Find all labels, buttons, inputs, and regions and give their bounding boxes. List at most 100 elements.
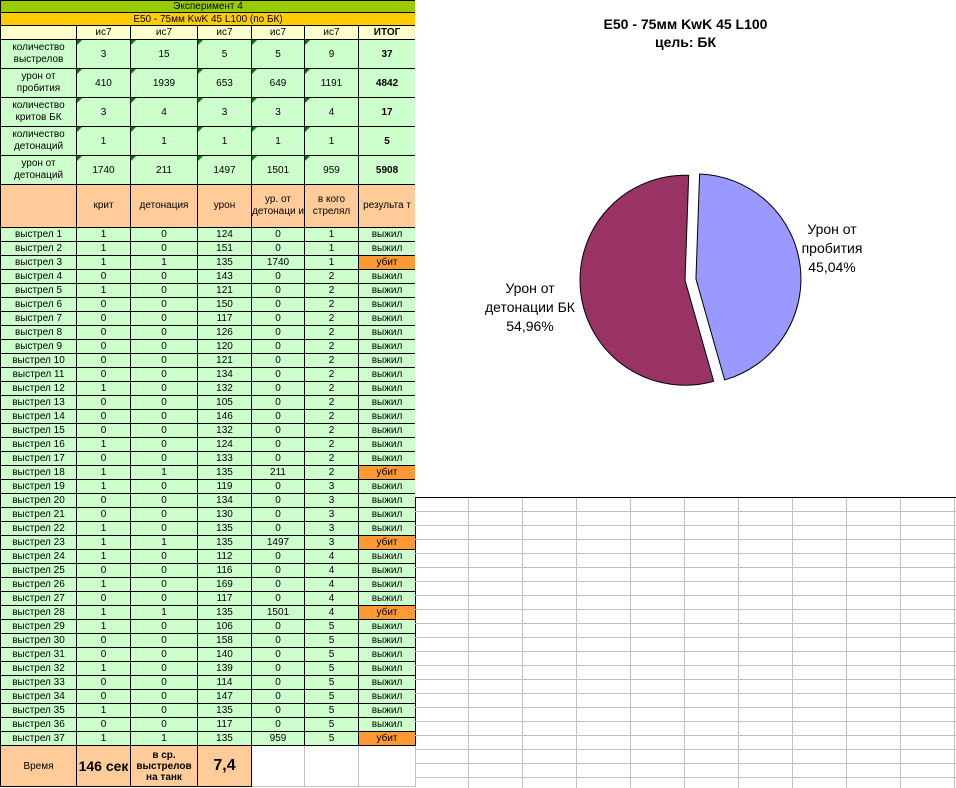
shot-det-cell[interactable]: 0 (130, 311, 198, 326)
summary-value-cell[interactable]: 1 (76, 126, 131, 156)
shot-krit-cell[interactable]: 1 (76, 577, 131, 592)
shot-result-cell[interactable]: выжил (357, 703, 417, 718)
shot-krit-cell[interactable]: 1 (76, 227, 131, 242)
shot-result-cell[interactable]: выжил (357, 717, 417, 732)
shot-krit-cell[interactable]: 0 (76, 563, 131, 578)
shot-detdmg-cell[interactable]: 959 (251, 731, 305, 746)
shot-krit-cell[interactable]: 0 (76, 367, 131, 382)
shot-name-cell[interactable]: выстрел 7 (0, 311, 77, 326)
shot-name-cell[interactable]: выстрел 1 (0, 227, 77, 242)
shot-dmg-cell[interactable]: 126 (197, 325, 252, 340)
shot-dmg-cell[interactable]: 133 (197, 451, 252, 466)
time-label-cell[interactable]: Время (0, 745, 77, 787)
shot-target-cell[interactable]: 5 (304, 731, 359, 746)
summary-value-cell[interactable]: 649 (251, 68, 305, 98)
shot-dmg-cell[interactable]: 140 (197, 647, 252, 662)
shot-name-cell[interactable]: выстрел 17 (0, 451, 77, 466)
shot-dmg-cell[interactable]: 146 (197, 409, 252, 424)
shot-column-header[interactable]: ур. от детонаци и (251, 184, 305, 228)
shot-detdmg-cell[interactable]: 1497 (251, 535, 305, 550)
shot-column-header[interactable]: урон (197, 184, 252, 228)
shot-detdmg-cell[interactable]: 1740 (251, 255, 305, 270)
shot-detdmg-cell[interactable]: 0 (251, 381, 305, 396)
shot-detdmg-cell[interactable]: 0 (251, 591, 305, 606)
shot-result-cell[interactable]: выжил (357, 437, 417, 452)
shot-krit-cell[interactable]: 1 (76, 535, 131, 550)
shot-detdmg-cell[interactable]: 0 (251, 409, 305, 424)
shot-target-cell[interactable]: 4 (304, 563, 359, 578)
shot-column-header[interactable]: в кого стрелял (304, 184, 359, 228)
sheet-title[interactable]: Эксперимент 4 (0, 0, 417, 13)
shot-result-cell[interactable]: убит (357, 255, 417, 270)
shot-det-cell[interactable]: 0 (130, 549, 198, 564)
shot-result-cell[interactable]: выжил (357, 339, 417, 354)
shot-name-cell[interactable]: выстрел 9 (0, 339, 77, 354)
shot-result-cell[interactable]: выжил (357, 311, 417, 326)
summary-value-cell[interactable]: 1 (197, 126, 252, 156)
shot-name-cell[interactable]: выстрел 27 (0, 591, 77, 606)
shot-detdmg-cell[interactable]: 0 (251, 437, 305, 452)
shot-dmg-cell[interactable]: 112 (197, 549, 252, 564)
shot-detdmg-cell[interactable]: 0 (251, 521, 305, 536)
shot-dmg-cell[interactable]: 114 (197, 675, 252, 690)
shot-dmg-cell[interactable]: 135 (197, 465, 252, 480)
shot-krit-cell[interactable]: 1 (76, 661, 131, 676)
summary-value-cell[interactable]: 4 (304, 97, 359, 127)
shot-krit-cell[interactable]: 0 (76, 507, 131, 522)
shot-det-cell[interactable]: 0 (130, 507, 198, 522)
shot-detdmg-cell[interactable]: 0 (251, 549, 305, 564)
summary-value-cell[interactable]: 5 (251, 39, 305, 69)
shot-detdmg-cell[interactable]: 0 (251, 619, 305, 634)
shot-target-cell[interactable]: 2 (304, 325, 359, 340)
shot-dmg-cell[interactable]: 132 (197, 381, 252, 396)
shot-det-cell[interactable]: 0 (130, 479, 198, 494)
shot-det-cell[interactable]: 0 (130, 353, 198, 368)
shot-det-cell[interactable]: 0 (130, 591, 198, 606)
empty-header-cell[interactable] (0, 184, 77, 228)
shot-det-cell[interactable]: 0 (130, 661, 198, 676)
summary-value-cell[interactable]: 1939 (130, 68, 198, 98)
shot-detdmg-cell[interactable]: 0 (251, 339, 305, 354)
shot-det-cell[interactable]: 0 (130, 577, 198, 592)
shot-det-cell[interactable]: 1 (130, 731, 198, 746)
shot-result-cell[interactable]: выжил (357, 577, 417, 592)
shot-krit-cell[interactable]: 0 (76, 633, 131, 648)
shot-name-cell[interactable]: выстрел 5 (0, 283, 77, 298)
shot-result-cell[interactable]: выжил (357, 479, 417, 494)
summary-value-cell[interactable]: 1497 (197, 155, 252, 185)
summary-value-cell[interactable]: 1 (251, 126, 305, 156)
shot-name-cell[interactable]: выстрел 37 (0, 731, 77, 746)
shot-result-cell[interactable]: выжил (357, 381, 417, 396)
shot-detdmg-cell[interactable]: 0 (251, 297, 305, 312)
shot-detdmg-cell[interactable]: 0 (251, 703, 305, 718)
shot-krit-cell[interactable]: 1 (76, 381, 131, 396)
shot-name-cell[interactable]: выстрел 35 (0, 703, 77, 718)
summary-value-cell[interactable]: 410 (76, 68, 131, 98)
shot-name-cell[interactable]: выстрел 18 (0, 465, 77, 480)
shot-dmg-cell[interactable]: 139 (197, 661, 252, 676)
shot-krit-cell[interactable]: 1 (76, 241, 131, 256)
shot-dmg-cell[interactable]: 134 (197, 367, 252, 382)
shot-det-cell[interactable]: 0 (130, 619, 198, 634)
shot-krit-cell[interactable]: 1 (76, 605, 131, 620)
shot-target-cell[interactable]: 2 (304, 339, 359, 354)
shot-dmg-cell[interactable]: 105 (197, 395, 252, 410)
shot-target-cell[interactable]: 3 (304, 507, 359, 522)
shot-name-cell[interactable]: выстрел 29 (0, 619, 77, 634)
shot-detdmg-cell[interactable]: 0 (251, 493, 305, 508)
shot-name-cell[interactable]: выстрел 28 (0, 605, 77, 620)
shot-result-cell[interactable]: выжил (357, 451, 417, 466)
shot-detdmg-cell[interactable]: 0 (251, 717, 305, 732)
tank-header-cell[interactable]: ис7 (304, 25, 359, 40)
empty-cell[interactable] (357, 745, 417, 787)
shot-target-cell[interactable]: 3 (304, 479, 359, 494)
shot-detdmg-cell[interactable]: 0 (251, 283, 305, 298)
shot-result-cell[interactable]: выжил (357, 675, 417, 690)
shot-target-cell[interactable]: 2 (304, 353, 359, 368)
shot-krit-cell[interactable]: 0 (76, 325, 131, 340)
shot-dmg-cell[interactable]: 121 (197, 283, 252, 298)
shot-target-cell[interactable]: 3 (304, 493, 359, 508)
shot-krit-cell[interactable]: 0 (76, 353, 131, 368)
shot-detdmg-cell[interactable]: 0 (251, 325, 305, 340)
shot-dmg-cell[interactable]: 135 (197, 605, 252, 620)
